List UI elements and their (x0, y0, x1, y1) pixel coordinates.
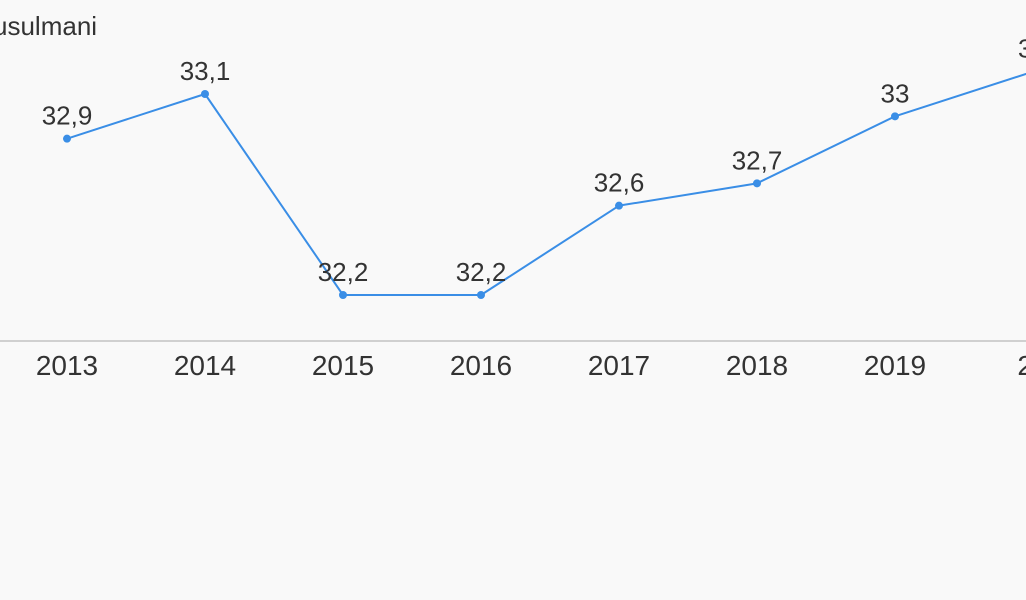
data-point (63, 134, 71, 143)
data-point (201, 90, 209, 98)
data-label: 32,2 (318, 257, 369, 287)
x-tick-label: 2017 (588, 350, 650, 381)
data-label: 33 (881, 78, 910, 108)
data-point (339, 291, 347, 299)
x-tick-label: 2013 (36, 350, 98, 381)
x-tick-label: 2018 (726, 350, 788, 381)
chart-title: usulmani (0, 11, 98, 41)
data-label: 32,6 (594, 168, 645, 198)
data-point (477, 291, 485, 299)
series-line (66, 72, 1026, 296)
data-point (753, 179, 761, 188)
data-point (891, 112, 899, 121)
x-tick-label: 2019 (864, 350, 926, 381)
x-tick-label: 20 (1017, 350, 1026, 381)
data-label: 33,1 (180, 56, 231, 86)
data-label: 32,7 (732, 145, 783, 175)
data-label: 32,9 (42, 101, 93, 131)
data-point (615, 201, 623, 210)
x-tick-label: 2014 (174, 350, 236, 381)
data-label: 3 (1018, 34, 1026, 64)
x-tick-label: 2015 (312, 350, 374, 381)
data-label: 32,2 (456, 257, 507, 287)
x-tick-label: 2016 (450, 350, 512, 381)
